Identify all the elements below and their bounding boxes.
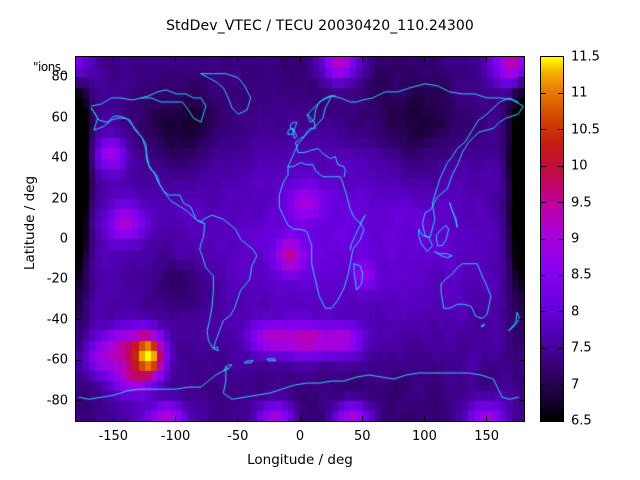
y-tick-mark <box>76 198 81 200</box>
x-tick-mark-top <box>486 57 488 62</box>
colorbar-tick-label: 10 <box>571 158 588 174</box>
colorbar-gradient <box>541 57 563 421</box>
y-tick-mark-right <box>519 76 524 78</box>
y-tick-mark-right <box>519 238 524 240</box>
y-tick-label: 80 <box>51 69 68 85</box>
colorbar-tick-mark-right <box>558 347 563 349</box>
y-tick-mark-right <box>519 278 524 280</box>
gnuplot-key-artifact: "ions_ <box>33 60 67 74</box>
colorbar-tick-mark-right <box>558 165 563 167</box>
y-tick-mark-right <box>519 157 524 159</box>
colorbar-tick-label: 8.5 <box>571 267 592 283</box>
y-tick-mark <box>76 359 81 361</box>
colorbar-tick-label: 11 <box>571 85 588 101</box>
colorbar-tick-label: 7.5 <box>571 340 592 356</box>
colorbar-tick-label: 9.5 <box>571 195 592 211</box>
x-tick-mark-top <box>423 57 425 62</box>
y-tick-mark <box>76 278 81 280</box>
colorbar-tick-mark-left <box>541 165 546 167</box>
x-tick-mark <box>361 416 363 421</box>
x-tick-mark <box>299 416 301 421</box>
colorbar-tick-mark-right <box>558 238 563 240</box>
colorbar-tick-label: 8 <box>571 304 580 320</box>
x-tick-mark <box>112 416 114 421</box>
colorbar-tick-mark-right <box>558 92 563 94</box>
y-axis-label: Latitude / deg <box>22 175 38 271</box>
colorbar-tick-mark-left <box>541 129 546 131</box>
y-tick-mark <box>76 117 81 119</box>
colorbar-tick-mark-right <box>558 311 563 313</box>
y-tick-label: 20 <box>51 191 68 207</box>
x-tick-mark-top <box>361 57 363 62</box>
y-tick-mark <box>76 76 81 78</box>
colorbar-tick-mark-left <box>541 311 546 313</box>
colorbar-tick-mark-left <box>541 384 546 386</box>
x-tick-label: -150 <box>98 429 129 444</box>
x-tick-label: 0 <box>295 429 305 444</box>
colorbar-tick-label: 11.5 <box>571 49 600 65</box>
colorbar-tick-mark-right <box>558 274 563 276</box>
colorbar-tick-label: 6.5 <box>571 413 592 429</box>
colorbar-tick-mark-left <box>541 274 546 276</box>
colorbar-tick-mark-right <box>558 129 563 131</box>
map-plot-area[interactable] <box>75 56 525 422</box>
y-tick-mark-right <box>519 198 524 200</box>
x-tick-label: 100 <box>412 429 437 444</box>
x-tick-mark <box>423 416 425 421</box>
x-tick-label: -50 <box>227 429 249 444</box>
y-tick-label: 0 <box>59 231 68 247</box>
y-tick-label: -20 <box>46 271 68 287</box>
colorbar-tick-label: 10.5 <box>571 122 600 138</box>
x-tick-label: 150 <box>474 429 500 444</box>
colorbar-tick-mark-left <box>541 347 546 349</box>
y-tick-label: -80 <box>46 393 68 409</box>
colorbar-tick-mark-left <box>541 92 546 94</box>
x-tick-label: 50 <box>353 429 371 444</box>
page-title: StdDev_VTEC / TECU 20030420_110.24300 <box>166 18 474 34</box>
x-tick-label: -100 <box>160 429 191 444</box>
y-tick-mark <box>76 319 81 321</box>
x-tick-mark-top <box>237 57 239 62</box>
y-tick-label: -40 <box>46 312 68 328</box>
y-tick-label: -60 <box>46 352 68 368</box>
x-axis-label: Longitude / deg <box>247 452 353 468</box>
colorbar-tick-mark-left <box>541 238 546 240</box>
colorbar-tick-label: 7 <box>571 377 580 393</box>
vtec-heatmap-canvas[interactable] <box>76 57 524 421</box>
x-tick-mark <box>237 416 239 421</box>
colorbar-tick-label: 9 <box>571 231 580 247</box>
y-tick-mark <box>76 157 81 159</box>
y-tick-mark-right <box>519 359 524 361</box>
y-tick-label: 60 <box>51 110 68 126</box>
x-tick-mark-top <box>112 57 114 62</box>
colorbar-tick-mark-left <box>541 202 546 204</box>
x-tick-mark-top <box>175 57 177 62</box>
x-tick-mark <box>175 416 177 421</box>
y-tick-mark-right <box>519 400 524 402</box>
colorbar[interactable] <box>540 56 564 422</box>
x-tick-mark-top <box>299 57 301 62</box>
y-tick-label: 40 <box>51 150 68 166</box>
colorbar-tick-mark-right <box>558 202 563 204</box>
y-tick-mark-right <box>519 319 524 321</box>
colorbar-tick-mark-right <box>558 384 563 386</box>
y-tick-mark <box>76 400 81 402</box>
x-tick-mark <box>486 416 488 421</box>
y-tick-mark <box>76 238 81 240</box>
y-tick-mark-right <box>519 117 524 119</box>
